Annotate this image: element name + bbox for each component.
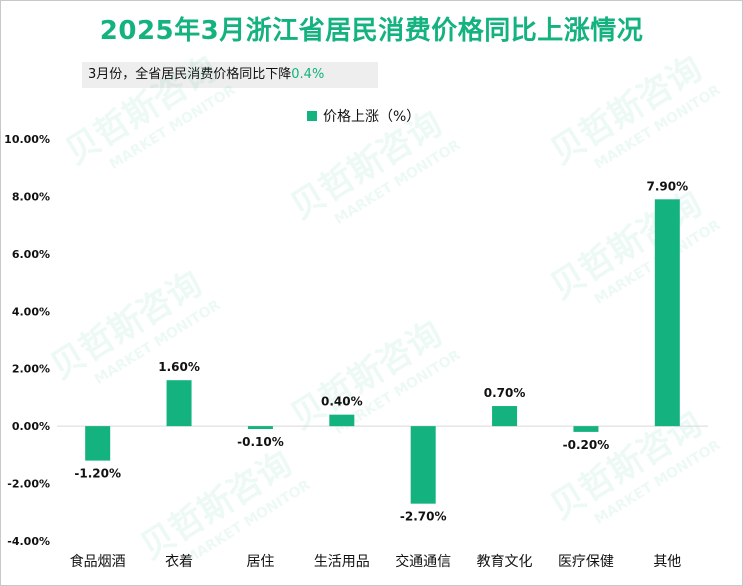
- bar: [573, 426, 599, 432]
- data-label: 1.60%: [158, 360, 200, 374]
- data-label: -0.20%: [563, 438, 610, 452]
- chart-title: 2025年3月浙江省居民消费价格同比上涨情况: [99, 16, 644, 46]
- data-labels: -1.20% 食品烟酒 1.60% 衣着 -0.10% 居住 0.40% 生活用品 -2.70%…: [70, 179, 688, 570]
- category-label: 医疗保健: [558, 554, 614, 570]
- y-tick-label: 0.00%: [12, 420, 50, 433]
- bar: [329, 414, 355, 427]
- category-label: 食品烟酒: [70, 553, 126, 570]
- y-tick-label: -2.00%: [7, 478, 50, 491]
- y-tick-label: 6.00%: [12, 248, 50, 261]
- data-label: 0.70%: [484, 386, 526, 400]
- bar: [492, 406, 518, 427]
- category-label: 教育文化: [477, 554, 533, 570]
- category-label: 生活用品: [314, 554, 370, 570]
- y-tick-label: 10.00%: [4, 133, 50, 146]
- bar: [410, 426, 436, 504]
- data-label: -1.20%: [74, 467, 121, 481]
- y-tick-label: 2.00%: [12, 363, 50, 376]
- subtitle-text: 3月份，全省居民消费价格同比下降: [88, 67, 292, 82]
- y-tick-label: 4.00%: [12, 305, 50, 318]
- data-label: -2.70%: [400, 510, 447, 524]
- bars: [85, 199, 680, 504]
- data-label: 7.90%: [646, 179, 688, 193]
- category-label: 居住: [246, 554, 274, 570]
- subtitle-box: 3月份，全省居民消费价格同比下降0.4%: [82, 62, 378, 88]
- bar: [85, 426, 111, 461]
- category-label: 交通通信: [395, 553, 451, 570]
- data-label: 0.40%: [321, 395, 363, 409]
- legend: 价格上涨（%）: [307, 109, 420, 125]
- category-label: 其他: [653, 554, 681, 570]
- subtitle-value: 0.4%: [291, 67, 325, 82]
- data-label: -0.10%: [237, 435, 284, 449]
- bar: [654, 199, 680, 427]
- legend-label: 价格上涨（%）: [323, 109, 420, 125]
- y-tick-label: -4.00%: [7, 535, 50, 548]
- bar: [247, 426, 273, 430]
- y-tick-label: 8.00%: [12, 190, 50, 203]
- bar: [166, 380, 192, 427]
- axes: 10.00% 8.00% 6.00% 4.00% 2.00% 0.00% -2.00% -4.…: [4, 133, 708, 548]
- category-label: 衣着: [165, 554, 193, 570]
- legend-swatch: [307, 111, 317, 121]
